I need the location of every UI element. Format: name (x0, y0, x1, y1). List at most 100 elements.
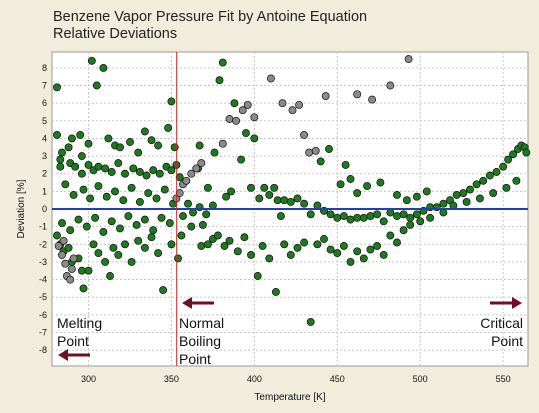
data-point (84, 160, 93, 169)
rejected-data-point (69, 254, 78, 263)
annotation-arrow-head (182, 297, 192, 309)
data-point (253, 272, 262, 280)
data-point (134, 236, 143, 245)
data-point (504, 155, 513, 164)
data-point (339, 242, 348, 250)
data-point (53, 231, 61, 240)
data-point (121, 240, 129, 249)
data-point (53, 83, 61, 92)
data-point (198, 220, 207, 229)
y-tick-label: 8 (42, 63, 47, 73)
data-point (135, 197, 144, 206)
data-point (215, 76, 224, 85)
data-point (210, 148, 219, 157)
data-point (157, 213, 166, 222)
x-tick-label: 400 (247, 374, 262, 384)
data-point (306, 317, 315, 326)
data-point (149, 226, 158, 235)
data-point (129, 164, 138, 173)
data-point (273, 196, 282, 205)
rejected-data-point (386, 81, 395, 90)
data-point (402, 196, 411, 205)
data-point (359, 254, 368, 263)
data-point (116, 143, 124, 152)
data-point (393, 238, 401, 247)
y-tick-label: -8 (39, 345, 47, 355)
data-point (134, 148, 143, 157)
data-point (126, 138, 134, 146)
x-tick-labels: 300 350 400 450 500 550 (81, 374, 511, 384)
data-point (346, 175, 355, 183)
y-tick-label: -4 (39, 275, 47, 285)
data-point (325, 145, 333, 153)
data-point (406, 220, 415, 229)
rejected-data-point (67, 265, 76, 273)
data-point (286, 197, 295, 206)
data-point (333, 213, 342, 222)
data-point (119, 196, 128, 205)
data-point (77, 169, 86, 178)
data-point (195, 141, 204, 150)
y-tick-label: 3 (42, 151, 47, 161)
annotation-arrow-head (512, 297, 522, 309)
y-tick-label: -1 (39, 222, 47, 232)
y-tick-label: -3 (39, 257, 47, 267)
data-point (165, 219, 174, 228)
boiling-point-annotation: Normal Boiling Point (179, 315, 225, 367)
rejected-data-point (288, 106, 297, 115)
data-point (152, 194, 161, 203)
data-point (300, 199, 309, 208)
data-point (132, 220, 141, 229)
data-point (502, 183, 511, 192)
data-point (71, 162, 80, 171)
data-point (316, 157, 325, 166)
rejected-data-point (305, 148, 314, 157)
data-point (69, 190, 78, 199)
data-point (64, 143, 73, 152)
data-point (202, 210, 211, 219)
x-tick-label: 450 (330, 374, 345, 384)
data-point (462, 197, 471, 206)
data-point (58, 219, 66, 228)
data-point (187, 222, 196, 231)
rejected-data-point (61, 259, 70, 268)
melting-point-annotation: Melting Point (57, 315, 103, 349)
data-point (58, 148, 66, 157)
data-point (84, 266, 93, 275)
data-point (86, 194, 95, 203)
data-points (53, 55, 531, 326)
data-point (499, 162, 508, 171)
data-point (373, 210, 382, 219)
data-point (160, 185, 169, 194)
data-point (66, 226, 75, 235)
data-point (393, 190, 401, 199)
data-point (522, 148, 531, 157)
data-point (489, 189, 498, 198)
data-point (439, 199, 448, 208)
data-point (353, 247, 362, 256)
data-point (293, 194, 302, 203)
data-point (167, 97, 176, 106)
data-point (184, 199, 192, 208)
data-point (393, 212, 401, 221)
data-point (127, 257, 136, 266)
data-point (140, 215, 149, 224)
y-tick-label: 6 (42, 98, 47, 108)
rejected-data-point (175, 189, 184, 198)
y-axis-label: Deviation [%] (16, 179, 27, 238)
y-tick-label: 4 (42, 133, 47, 143)
data-point (147, 136, 156, 145)
data-point (76, 130, 85, 139)
data-point (106, 272, 114, 280)
data-point (276, 212, 285, 221)
data-point (346, 257, 355, 266)
data-point (140, 243, 149, 252)
annotation-arrow-head (58, 349, 68, 361)
data-point (67, 134, 76, 143)
data-point (77, 152, 86, 161)
rejected-data-point (59, 236, 68, 245)
data-point (230, 99, 239, 108)
y-tick-label: 0 (42, 204, 47, 214)
data-point (92, 81, 101, 90)
